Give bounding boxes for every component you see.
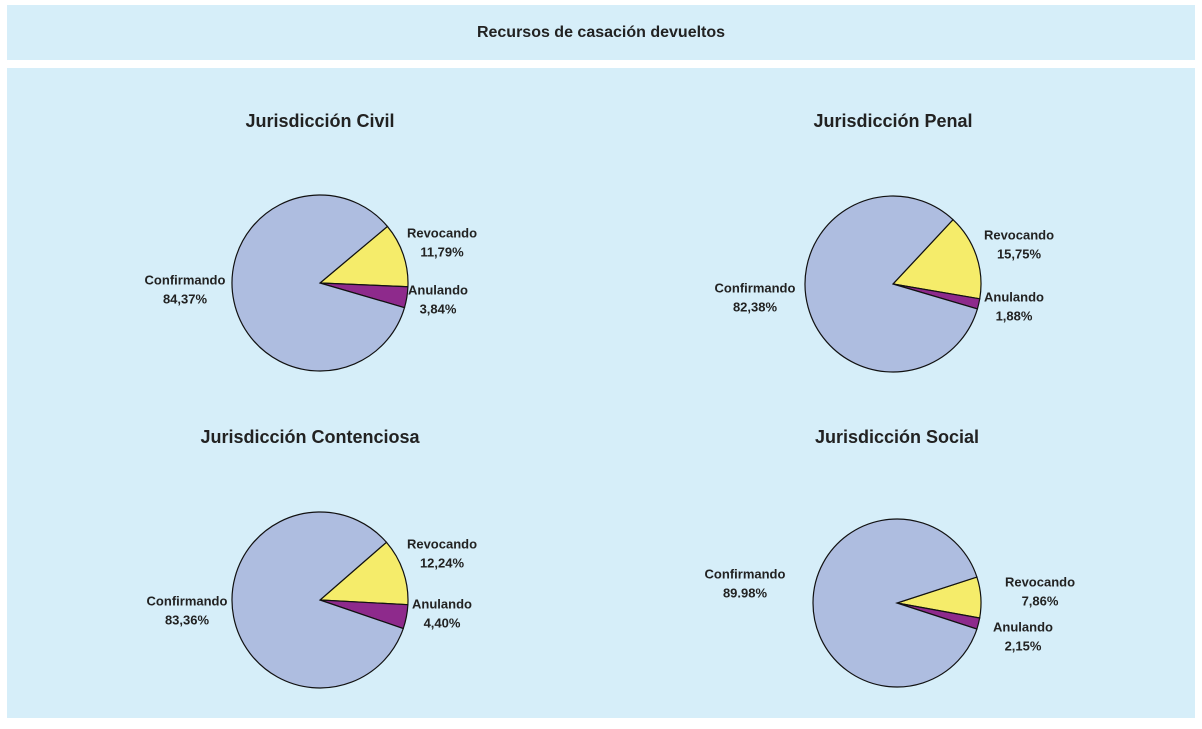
slice-label: Confirmando xyxy=(715,280,796,295)
slice-label: Revocando xyxy=(984,227,1054,242)
slice-value: 2,15% xyxy=(1005,638,1042,653)
slice-label: Anulando xyxy=(408,282,468,297)
slice-label: Confirmando xyxy=(145,272,226,287)
slice-value: 89.98% xyxy=(723,585,768,600)
slice-value: 4,40% xyxy=(424,615,461,630)
slice-label: Revocando xyxy=(407,225,477,240)
slice-value: 7,86% xyxy=(1022,593,1059,608)
slice-value: 11,79% xyxy=(420,244,464,259)
chart-title: Jurisdicción Penal xyxy=(813,111,972,131)
slice-value: 3,84% xyxy=(420,301,457,316)
pie-slice xyxy=(318,225,409,288)
slice-value: 83,36% xyxy=(165,612,210,627)
pie-slice xyxy=(231,511,405,689)
slice-value: 82,38% xyxy=(733,299,778,314)
pie-slice xyxy=(891,218,982,300)
pie-slice xyxy=(812,518,978,688)
slice-label: Anulando xyxy=(412,596,472,611)
slice-label: Anulando xyxy=(993,619,1053,634)
chart-title: Jurisdicción Civil xyxy=(245,111,394,131)
slice-label: Confirmando xyxy=(147,593,228,608)
pie-slice xyxy=(804,195,979,373)
slice-label: Revocando xyxy=(1005,574,1075,589)
slice-value: 84,37% xyxy=(163,291,208,306)
pie-slice xyxy=(231,194,406,372)
chart-title: Jurisdicción Social xyxy=(815,427,979,447)
pie-slice xyxy=(318,541,409,606)
slice-value: 15,75% xyxy=(997,246,1042,261)
page-title: Recursos de casación devueltos xyxy=(477,24,725,41)
content-box xyxy=(7,68,1195,718)
chart-title: Jurisdicción Contenciosa xyxy=(200,427,420,447)
slice-value: 1,88% xyxy=(996,308,1033,323)
slice-value: 12,24% xyxy=(420,555,465,570)
slice-label: Anulando xyxy=(984,289,1044,304)
slice-label: Confirmando xyxy=(705,566,786,581)
header-box xyxy=(7,5,1195,60)
slice-label: Revocando xyxy=(407,536,477,551)
